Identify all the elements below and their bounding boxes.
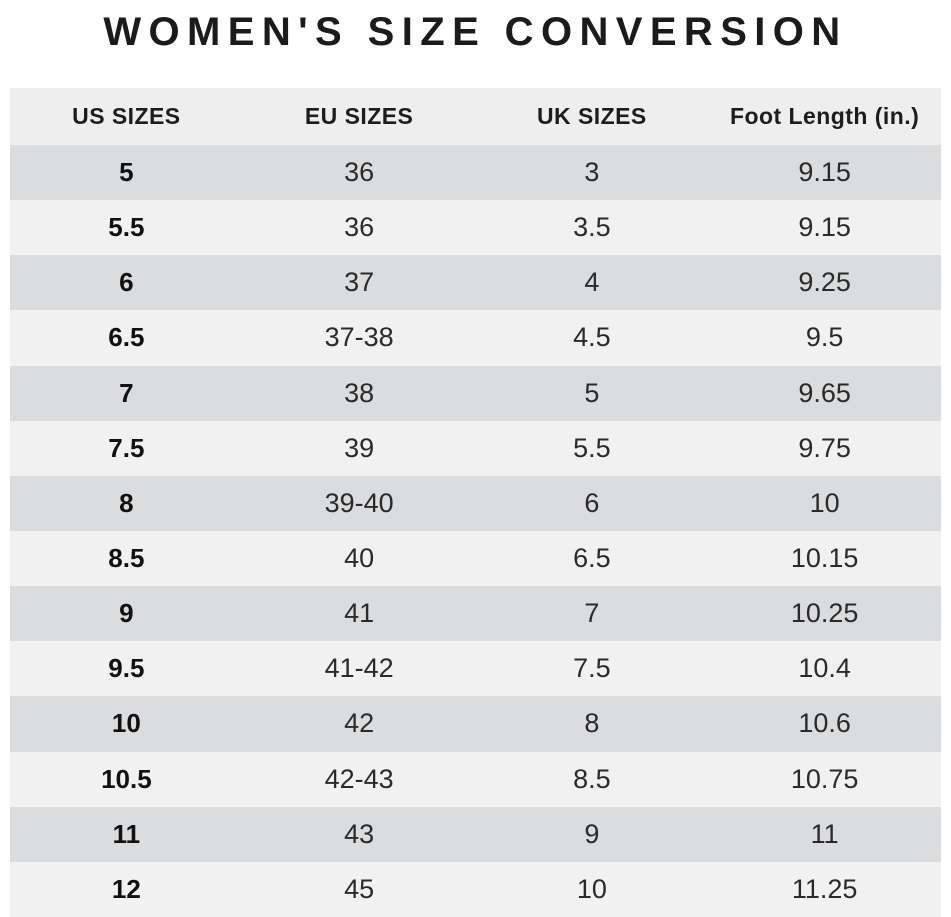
uk-size-cell: 6.5 [573,543,611,574]
us-size-cell: 7 [119,377,134,408]
foot-length-cell: 10.15 [790,543,859,574]
eu-size-cell: 41 [344,598,375,629]
eu-size-cell: 41-42 [324,653,394,684]
foot-length-cell: 9.75 [798,432,851,463]
table-row: 7.5 39 5.5 9.75 [10,420,941,476]
uk-size-cell: 7.5 [573,653,611,684]
uk-size-cell: 8.5 [573,763,611,794]
uk-size-cell: 5.5 [573,432,611,463]
us-size-cell: 9 [119,598,134,629]
uk-size-cell: 3.5 [573,212,611,243]
us-size-cell: 9.5 [108,653,145,684]
table-row: 11 43 9 11 [10,806,941,862]
us-size-cell: 10.5 [101,763,152,794]
eu-size-cell: 40 [344,543,375,574]
us-size-cell: 5 [119,157,134,188]
foot-length-cell: 10 [809,487,840,518]
eu-size-cell: 36 [344,212,375,243]
eu-size-cell: 39-40 [324,487,394,518]
foot-length-cell: 9.25 [798,267,851,298]
us-size-cell: 5.5 [108,212,145,243]
us-size-cell: 6.5 [108,322,145,353]
table-row: 10.5 42-43 8.5 10.75 [10,751,941,807]
us-size-cell: 11 [112,818,141,849]
us-size-cell: 10 [111,708,141,739]
eu-size-cell: 42 [344,708,375,739]
foot-length-cell: 10.4 [798,653,851,684]
table-row: 8 39-40 6 10 [10,475,941,531]
foot-length-cell: 9.15 [798,157,851,188]
table-row: 7 38 5 9.65 [10,365,941,421]
foot-length-cell: 9.5 [805,322,844,353]
column-header-us-sizes: US SIZES [72,103,181,129]
foot-length-cell: 11.25 [791,873,858,904]
foot-length-cell: 11 [810,818,839,849]
column-header-uk-sizes: UK SIZES [536,103,647,129]
eu-size-cell: 42-43 [324,763,394,794]
table-row: 12 45 10 11.25 [10,861,941,917]
table-row: 5 36 3 9.15 [10,145,941,201]
foot-length-cell: 10.75 [790,763,859,794]
eu-size-cell: 38 [344,377,375,408]
uk-size-cell: 9 [584,818,600,849]
uk-size-cell: 4 [584,267,600,298]
foot-length-cell: 9.65 [798,377,851,408]
eu-size-cell: 37 [344,267,375,298]
foot-length-cell: 10.6 [798,708,851,739]
column-header-eu-sizes: EU SIZES [304,103,414,129]
eu-size-cell: 43 [344,818,375,849]
table-row: 8.5 40 6.5 10.15 [10,530,941,587]
us-size-cell: 8 [119,487,134,518]
table-row: 9.5 41-42 7.5 10.4 [10,641,941,697]
eu-size-cell: 37-38 [324,322,394,353]
uk-size-cell: 4.5 [573,322,611,353]
uk-size-cell: 5 [584,377,600,408]
us-size-cell: 6 [119,267,134,298]
table-header-row: US SIZES EU SIZES UK SIZES Foot Length (… [10,88,941,145]
us-size-cell: 12 [111,873,141,904]
uk-size-cell: 3 [584,157,600,188]
table-row: 10 42 8 10.6 [10,696,941,752]
table-row: 9 41 7 10.25 [10,586,941,642]
us-size-cell: 8.5 [108,543,145,574]
table-row: 5.5 36 3.5 9.15 [10,200,941,256]
size-conversion-table: US SIZES EU SIZES UK SIZES Foot Length (… [10,88,941,917]
uk-size-cell: 10 [576,873,607,904]
table-row: 6 37 4 9.25 [10,255,941,311]
column-header-foot-length: Foot Length (in.) [730,103,920,129]
uk-size-cell: 7 [584,598,600,629]
uk-size-cell: 8 [584,708,600,739]
foot-length-cell: 10.25 [790,598,859,629]
table-row: 6.5 37-38 4.5 9.5 [10,310,941,366]
eu-size-cell: 39 [344,432,375,463]
eu-size-cell: 45 [344,873,375,904]
eu-size-cell: 36 [344,157,375,188]
page-title: WOMEN'S SIZE CONVERSION [103,10,848,54]
foot-length-cell: 9.15 [798,212,851,243]
uk-size-cell: 6 [584,487,600,518]
us-size-cell: 7.5 [108,432,145,463]
